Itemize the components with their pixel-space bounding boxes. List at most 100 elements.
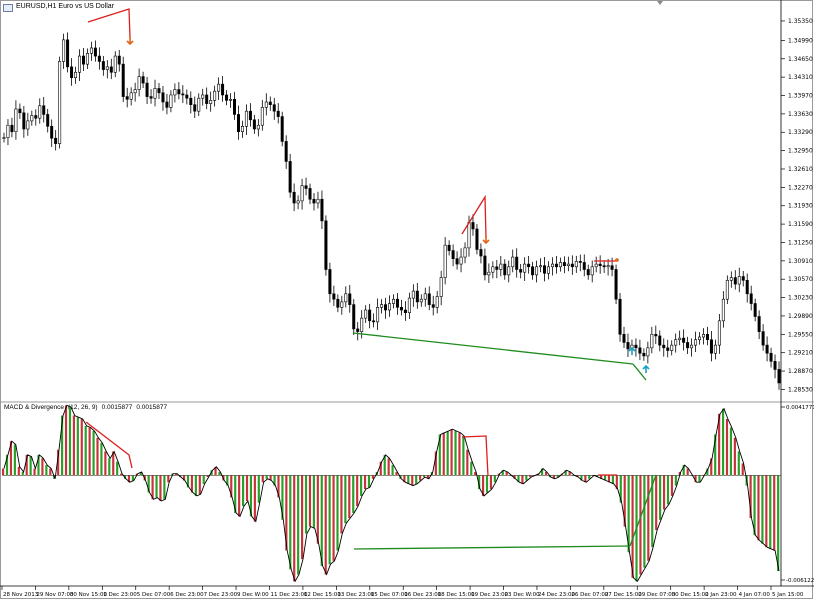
candle-body [614, 269, 618, 300]
candle-body [694, 339, 698, 346]
indicator-value-1: 0.0015877 [101, 404, 133, 411]
candle-body [586, 269, 590, 276]
time-tick-label: 2 Jan 23:00 [705, 592, 737, 598]
macd-bar [249, 475, 253, 517]
macd-bar [552, 475, 555, 479]
candle-body [570, 263, 574, 268]
indicator-value-2: 0.0015877 [136, 404, 168, 411]
macd-bar [411, 475, 414, 486]
candle-body [725, 279, 729, 300]
candle-body [312, 198, 316, 204]
macd-bar [615, 475, 618, 490]
candle-body [360, 317, 364, 332]
candle-body [650, 334, 654, 349]
candle-body [62, 39, 66, 62]
candle-body [475, 228, 479, 250]
candle-body [527, 263, 531, 268]
candle-body [78, 55, 82, 73]
candle-body [125, 96, 129, 100]
candle-body [713, 344, 717, 354]
time-tick-label: 12 Dec 15:00 [304, 592, 341, 598]
candle-body [487, 271, 491, 276]
macd-bar [729, 427, 733, 476]
macd-bar [564, 470, 567, 476]
candle-body [364, 309, 368, 319]
candle-body [89, 47, 93, 54]
candle-body [443, 244, 447, 278]
macd-bar [57, 449, 60, 476]
candle-body [50, 126, 54, 139]
macd-bar [686, 468, 689, 476]
candle-body [34, 115, 38, 119]
price-tick-label: 1.31250 [788, 239, 813, 246]
macd-bar [485, 475, 489, 493]
macd-bar [367, 475, 371, 488]
time-tick-label: 6 Dec 23:00 [170, 592, 204, 598]
buy-arrow-icon [628, 346, 636, 355]
macd-bar [234, 475, 237, 513]
price-tick-label: 1.33630 [788, 111, 813, 118]
candle-body [145, 82, 149, 97]
macd-bar [422, 475, 426, 478]
candle-body [678, 337, 682, 341]
macd-bar [186, 475, 190, 488]
candle-body [169, 94, 173, 108]
candle-body [221, 83, 225, 96]
macd-bar [163, 475, 166, 500]
candle-body [427, 293, 431, 305]
candle-body [654, 334, 658, 337]
macd-bar [360, 475, 363, 496]
candle-body [701, 334, 705, 338]
macd-bar [478, 475, 481, 490]
price-tick-label: 1.35350 [788, 18, 813, 25]
macd-bar [718, 413, 721, 476]
candle-body [236, 114, 240, 133]
macd-bar [131, 475, 134, 481]
macd-bar [568, 471, 571, 476]
candle-body [348, 293, 352, 305]
macd-bar [261, 475, 264, 483]
macd-tick-label: 0.0041771 [786, 405, 814, 411]
macd-bar [316, 475, 319, 544]
candle-body [578, 261, 582, 263]
candle-body [368, 309, 372, 322]
candle-body [356, 328, 360, 332]
candle-body [566, 263, 570, 267]
candle-body [97, 55, 101, 62]
candle-body [74, 71, 78, 78]
macd-bar [245, 475, 249, 502]
macd-bar [379, 461, 382, 476]
macd-bar [761, 475, 764, 544]
candle-body [256, 124, 260, 130]
time-tick-label: 29 Nov 07:00 [36, 592, 74, 598]
time-tick-label: 13 Dec 23:00 [337, 592, 374, 598]
candle-body [419, 298, 423, 303]
candle-body [280, 116, 284, 142]
macd-bar [611, 475, 614, 484]
sell-arrow-icon [482, 236, 490, 245]
candle-body [769, 352, 773, 362]
chart-header: EURUSD,H1 Euro vs US Dollar [16, 3, 114, 10]
scroll-marker-icon[interactable] [657, 1, 663, 5]
macd-bar [356, 475, 359, 507]
candle-body [332, 293, 336, 300]
macd-bar [104, 451, 107, 476]
macd-bar [25, 454, 28, 476]
candle-body [46, 114, 50, 127]
candle-body [495, 266, 499, 270]
macd-bar [544, 471, 548, 476]
candle-body [153, 88, 157, 99]
macd-bar [682, 465, 685, 476]
macd-bar [253, 475, 256, 522]
macd-bar [741, 463, 744, 476]
macd-bar [619, 475, 622, 503]
macd-bar [442, 432, 445, 476]
macd-bar [49, 468, 52, 476]
candle-body [749, 293, 753, 304]
macd-bar [116, 461, 119, 476]
macd-bar [308, 475, 312, 527]
macd-bar [765, 475, 768, 548]
candle-body [447, 244, 451, 251]
